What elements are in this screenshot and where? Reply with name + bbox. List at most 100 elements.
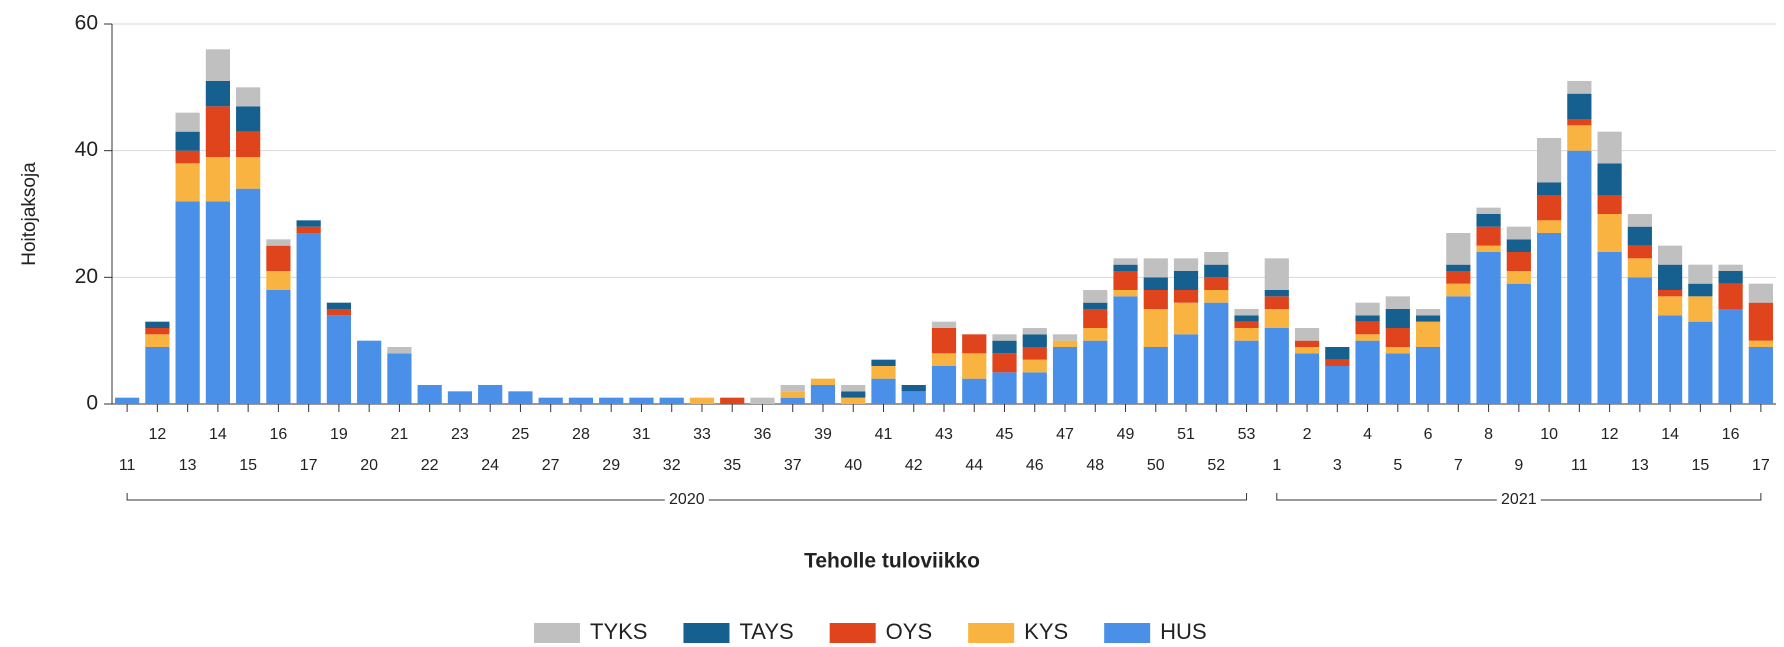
- bar-segment: [266, 271, 291, 290]
- bar-segment: [659, 397, 684, 404]
- x-tick-label: 19: [330, 426, 348, 443]
- bar-segment: [1446, 283, 1471, 297]
- legend-label: HUS: [1160, 619, 1206, 644]
- bar-segment: [1294, 347, 1320, 354]
- x-tick-label: 2: [1303, 426, 1312, 443]
- y-tick-label: 20: [75, 265, 98, 288]
- x-tick-label: 49: [1117, 426, 1135, 443]
- bar-segment: [1385, 309, 1410, 328]
- bar-segment: [1476, 207, 1501, 214]
- bar-segment: [1113, 290, 1138, 297]
- x-tick-label: 37: [784, 457, 802, 474]
- x-tick-label: 13: [179, 457, 197, 474]
- bar-segment: [266, 245, 291, 271]
- bar-segment: [1052, 334, 1078, 341]
- bar-segment: [780, 385, 805, 392]
- bar-segment: [1506, 283, 1531, 404]
- bar-segment: [175, 163, 200, 202]
- bar-segment: [326, 309, 352, 316]
- bar-segment: [1325, 347, 1350, 360]
- bar-segment: [1506, 239, 1531, 252]
- bar-segment: [689, 397, 715, 404]
- bar-segment: [1022, 334, 1047, 347]
- bar-segment: [992, 353, 1017, 373]
- x-tick-label: 12: [148, 426, 166, 443]
- x-tick-label: 53: [1238, 426, 1256, 443]
- bar-segment: [1718, 309, 1743, 404]
- bar-segment: [1567, 93, 1592, 119]
- bar-segment: [1204, 290, 1229, 303]
- y-tick-label: 0: [86, 392, 98, 415]
- bar-segment: [145, 334, 170, 347]
- bar-segment: [931, 321, 957, 328]
- x-tick-label: 4: [1363, 426, 1372, 443]
- x-tick-label: 29: [602, 457, 620, 474]
- bar-segment: [1658, 264, 1683, 290]
- bar-segment: [1415, 315, 1441, 322]
- bar-segment: [1173, 290, 1199, 303]
- bar-segment: [1113, 271, 1138, 290]
- bar-segment: [1446, 296, 1471, 404]
- legend-swatch: [829, 623, 876, 643]
- legend-swatch: [683, 623, 730, 643]
- bar-segment: [1294, 353, 1320, 404]
- bar-segment: [1536, 220, 1562, 233]
- bar-segment: [1083, 328, 1108, 341]
- bar-segment: [1204, 277, 1229, 290]
- x-tick-label: 13: [1631, 457, 1649, 474]
- bar-segment: [1234, 328, 1259, 341]
- bar-segment: [871, 378, 896, 404]
- bar-segment: [175, 131, 200, 151]
- bar-segment: [1204, 252, 1229, 265]
- bar-segment: [1173, 334, 1199, 404]
- bar-segment: [387, 353, 412, 404]
- x-tick-label: 16: [1722, 426, 1740, 443]
- bar-segment: [508, 391, 533, 404]
- bar-segment: [1567, 125, 1592, 151]
- bar-segment: [478, 385, 503, 404]
- bar-segment: [1325, 366, 1350, 404]
- bar-segment: [992, 340, 1017, 354]
- bar-segment: [1446, 271, 1471, 284]
- bar-segment: [1415, 321, 1441, 347]
- bar-segment: [1748, 340, 1773, 347]
- bar-segment: [1022, 347, 1047, 360]
- legend-label: TYKS: [590, 619, 647, 644]
- bar-segment: [780, 391, 805, 398]
- bar-segment: [296, 233, 321, 404]
- x-tick-label: 41: [875, 426, 893, 443]
- group-label: 2021: [1501, 491, 1537, 508]
- bar-segment: [568, 397, 594, 404]
- bar-segment: [387, 347, 412, 354]
- bar-segment: [1355, 315, 1380, 322]
- bar-segment: [810, 385, 836, 404]
- bar-segment: [236, 188, 261, 404]
- bar-segment: [962, 378, 987, 404]
- bar-segment: [1143, 309, 1168, 347]
- y-tick-label: 60: [75, 12, 98, 35]
- bar-segment: [931, 328, 957, 354]
- bar-segment: [1143, 277, 1168, 290]
- x-tick-label: 24: [481, 457, 499, 474]
- x-tick-label: 17: [300, 457, 318, 474]
- bar-segment: [1385, 353, 1410, 404]
- bar-segment: [992, 334, 1017, 341]
- bar-segment: [538, 397, 563, 404]
- bar-segment: [1113, 296, 1138, 404]
- x-tick-label: 32: [663, 457, 681, 474]
- bar-segment: [1476, 252, 1501, 404]
- x-tick-label: 11: [1571, 457, 1588, 474]
- bar-segment: [236, 106, 261, 132]
- bar-segment: [1536, 138, 1562, 183]
- bar-segment: [236, 157, 261, 189]
- group-label: 2020: [669, 491, 705, 508]
- bar-segment: [1688, 296, 1713, 322]
- bar-segment: [175, 150, 200, 164]
- bar-segment: [205, 201, 230, 404]
- bar-segment: [1204, 264, 1229, 278]
- bar-segment: [326, 315, 352, 404]
- x-tick-label: 11: [119, 457, 136, 474]
- bar-segment: [1083, 340, 1108, 404]
- bar-segment: [1476, 245, 1501, 252]
